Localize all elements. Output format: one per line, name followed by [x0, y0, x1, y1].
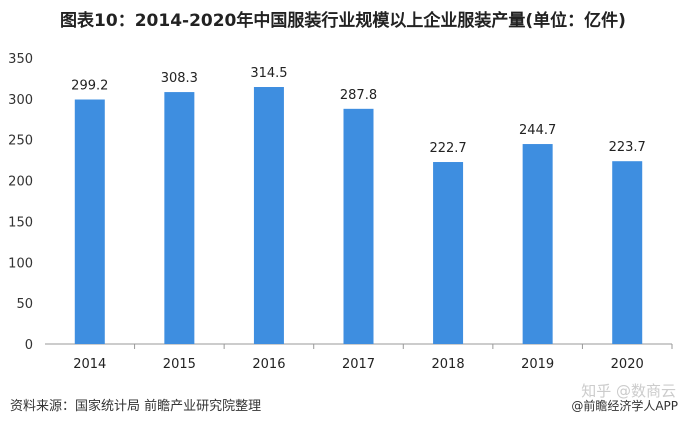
bar-2016	[253, 87, 284, 344]
bar-2015	[164, 92, 195, 344]
data-label: 314.5	[250, 66, 287, 81]
bar-chart: 0 50 100 150 200 250 300 350 299.2 2014 308.3 2015 3…	[8, 52, 673, 372]
x-tick-label: 2016	[252, 357, 285, 372]
data-label: 299.2	[71, 79, 108, 94]
x-tick-label: 2015	[163, 357, 196, 372]
data-label: 308.3	[161, 71, 198, 86]
app-watermark: @前瞻经济学人APP	[571, 399, 678, 413]
x-tick-label: 2019	[521, 357, 554, 372]
data-label: 287.8	[340, 88, 377, 103]
bar-2017	[343, 108, 374, 344]
y-tick-label: 50	[16, 297, 33, 312]
bar-2019	[522, 144, 553, 344]
y-tick-label: 350	[8, 52, 33, 67]
x-tick-label: 2017	[342, 357, 375, 372]
x-tick-label: 2020	[611, 357, 644, 372]
bar-2018	[433, 162, 464, 344]
y-tick-label: 100	[8, 256, 33, 271]
bar-2020	[612, 161, 643, 344]
y-tick-label: 0	[25, 338, 33, 353]
data-label: 244.7	[519, 123, 556, 138]
data-label: 223.7	[609, 140, 646, 155]
bar-2014	[74, 99, 105, 344]
y-tick-label: 200	[8, 175, 33, 190]
y-tick-label: 250	[8, 134, 33, 149]
data-label: 222.7	[429, 141, 466, 156]
x-tick-label: 2018	[432, 357, 465, 372]
source-note: 资料来源：国家统计局 前瞻产业研究院整理	[10, 399, 262, 414]
x-tick-label: 2014	[73, 357, 106, 372]
y-tick-label: 300	[8, 93, 33, 108]
chart-title: 图表10：2014-2020年中国服装行业规模以上企业服装产量(单位：亿件)	[60, 11, 626, 31]
y-tick-label: 150	[8, 215, 33, 230]
zhihu-watermark: 知乎 @数商云	[581, 382, 676, 400]
